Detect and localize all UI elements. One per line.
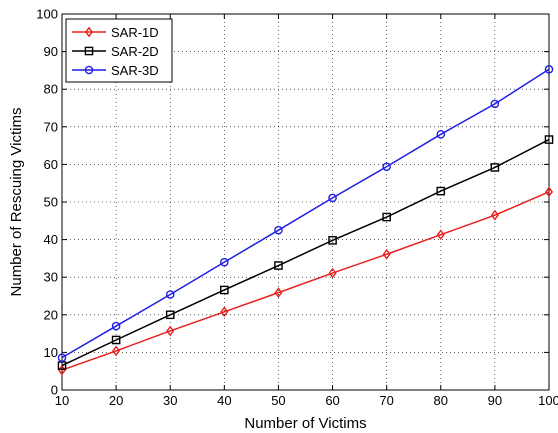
x-tick-label: 50 — [271, 393, 285, 408]
data-point — [328, 267, 337, 279]
legend-entry: SAR-2D — [72, 44, 159, 59]
data-point — [544, 64, 554, 74]
data-point — [436, 130, 446, 139]
data-point — [328, 236, 337, 245]
x-tick-label: 40 — [217, 393, 231, 408]
y-tick-label: 30 — [44, 270, 58, 285]
series-line — [61, 191, 550, 371]
data-point — [274, 261, 283, 270]
series-2 — [57, 135, 554, 370]
y-tick-label: 0 — [51, 383, 58, 398]
axis-ticks: 10 20 30 40 50 60 70 80 90 1000102030405060708090… — [36, 7, 558, 409]
y-tick-label: 40 — [44, 232, 58, 247]
legend-label: SAR-3D — [111, 63, 159, 78]
legend-marker — [84, 65, 94, 75]
y-tick-label: 10 — [44, 345, 58, 360]
series-3 — [57, 64, 554, 362]
data-point — [436, 186, 446, 196]
x-tick-label: 100 — [538, 393, 558, 408]
data-point — [220, 306, 229, 318]
data-point — [220, 257, 229, 267]
y-tick-label: 70 — [44, 119, 58, 134]
data-point — [490, 209, 499, 221]
data-point — [382, 248, 391, 260]
y-tick-label: 20 — [44, 307, 58, 322]
data-point — [490, 163, 500, 172]
y-tick-label: 100 — [36, 7, 58, 22]
data-point — [382, 162, 391, 171]
data-point — [436, 229, 445, 241]
x-tick-label: 80 — [434, 393, 448, 408]
legend-marker — [84, 26, 94, 38]
y-tick-label: 50 — [44, 195, 58, 210]
y-tick-label: 80 — [44, 82, 58, 97]
data-point — [328, 193, 337, 203]
data-point — [166, 325, 175, 337]
legend: SAR-1D SAR-2D SAR-3D — [65, 18, 173, 83]
data-point — [382, 212, 391, 222]
y-tick-label: 90 — [44, 44, 58, 59]
x-axis-label: Number of Victims — [244, 415, 366, 432]
x-tick-label: 70 — [379, 393, 393, 408]
data-point — [57, 353, 67, 362]
x-tick-label: 90 — [488, 393, 502, 408]
x-tick-label: 20 — [109, 393, 123, 408]
x-tick-label: 60 — [325, 393, 339, 408]
x-tick-label: 10 — [55, 393, 69, 408]
y-axis-label: Number of Rescuing Victims — [8, 108, 25, 297]
data-point — [544, 135, 554, 144]
x-tick-label: 30 — [163, 393, 177, 408]
legend-label: SAR-2D — [111, 44, 159, 59]
legend-entry: SAR-1D — [72, 25, 159, 40]
series-line — [61, 138, 550, 367]
series-lines — [57, 64, 554, 376]
data-point — [544, 186, 554, 198]
series-line — [61, 68, 550, 359]
data-point — [220, 285, 229, 295]
data-point — [274, 225, 283, 235]
data-point — [165, 290, 175, 299]
data-point — [490, 99, 500, 109]
data-point — [165, 310, 175, 320]
data-point — [111, 321, 121, 331]
legend-label: SAR-1D — [111, 25, 159, 40]
series-1 — [57, 186, 554, 376]
legend-marker — [84, 46, 94, 56]
y-tick-label: 60 — [44, 157, 58, 172]
data-point — [112, 345, 121, 357]
data-point — [274, 287, 283, 298]
data-point — [111, 335, 121, 345]
legend-entry: SAR-3D — [72, 63, 159, 78]
